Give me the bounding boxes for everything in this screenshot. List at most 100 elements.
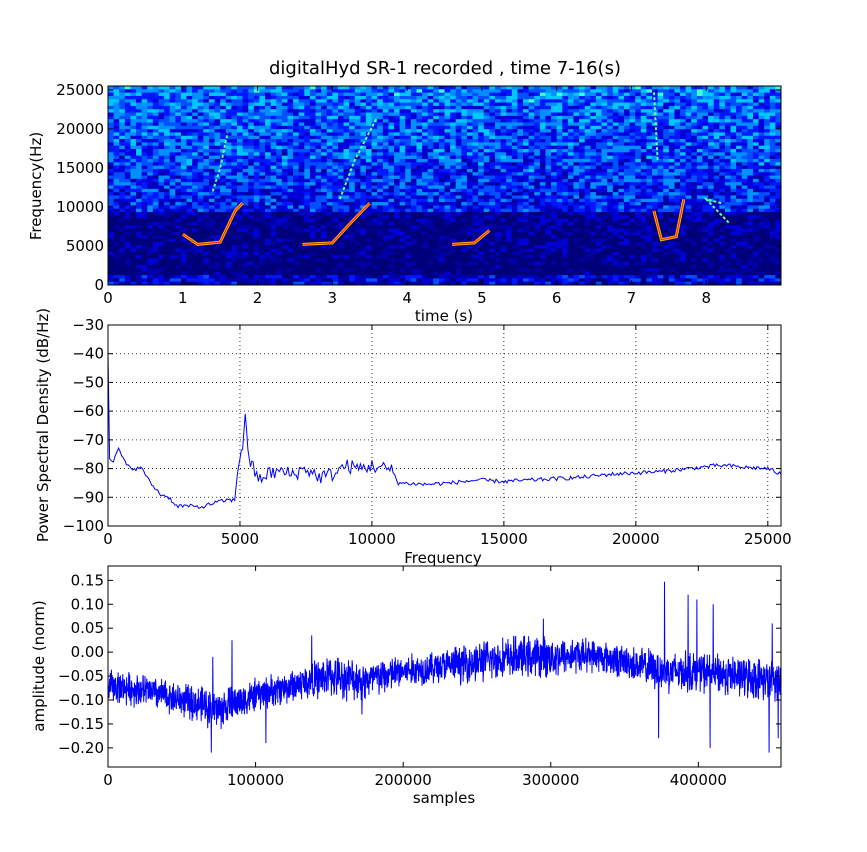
spectrogram-cell (635, 115, 642, 120)
spectrogram-cell (192, 158, 199, 163)
spectrogram-cell (702, 142, 709, 146)
spectrogram-cell (293, 182, 299, 186)
spectrogram-cell (416, 158, 423, 163)
spectrogram-cell (567, 119, 574, 123)
spectrogram-cell (635, 109, 642, 113)
spectrogram-cell (511, 115, 518, 120)
spectrogram-cell (472, 195, 479, 200)
spectrogram-cell (601, 92, 608, 97)
spectrogram-cell (130, 132, 137, 137)
spectrogram-cell (595, 175, 602, 180)
spectrogram-cell (635, 195, 642, 200)
spectrogram-cell (382, 198, 389, 203)
spectrogram-cell (293, 86, 299, 90)
spectrogram-cell (517, 105, 524, 110)
spectrogram-cell (601, 168, 608, 173)
spectrogram-cell (702, 178, 709, 183)
spectrogram-cell (450, 168, 457, 173)
spectrogram-cell (220, 105, 227, 110)
spectrogram-cell (764, 155, 771, 160)
spectrogram-cell (562, 178, 569, 183)
spectrogram-cell (287, 149, 294, 153)
spectrogram-cell (281, 172, 288, 176)
spectrogram-cell (741, 145, 748, 150)
spectrogram-cell (657, 195, 664, 200)
spectrogram-cell (708, 135, 714, 140)
spectrogram-cell (612, 105, 619, 110)
spectrogram-cell (208, 155, 215, 160)
spectrogram-cell (281, 112, 288, 117)
spectrogram-cell (130, 202, 137, 206)
spectrogram-cell (455, 112, 462, 117)
spectrogram-cell (736, 202, 743, 206)
spectrogram-cell (724, 175, 731, 180)
spectrogram-cell (399, 158, 406, 163)
spectrogram-cell (276, 198, 283, 203)
spectrogram-cell (152, 192, 159, 196)
spectrogram-cell (635, 175, 642, 180)
spectrogram-cell (764, 218, 771, 223)
spectrogram-cell (523, 139, 529, 143)
spectrogram-cell (674, 115, 681, 120)
spectrogram-cell (304, 168, 311, 173)
spectrogram-cell (590, 185, 597, 190)
spectrogram-cell (377, 129, 384, 133)
spectrogram-cell (719, 125, 726, 130)
spectrogram-cell (321, 119, 328, 123)
spectrogram-cell (192, 192, 199, 196)
spectrogram-cell (635, 215, 642, 219)
spectrogram-cell (158, 92, 165, 97)
spectrogram-cell (298, 212, 305, 216)
spectrogram-cell (523, 105, 529, 110)
spectrogram-cell (601, 145, 608, 150)
spectrogram-cell (713, 198, 720, 203)
spectrogram-cell (147, 185, 154, 190)
spectrogram-cell (478, 182, 485, 186)
spectrogram-cell (304, 95, 311, 100)
spectrogram-cell (461, 178, 468, 183)
spectrogram-cell (736, 168, 743, 173)
spectrogram-cell (349, 202, 356, 206)
spectrogram-cell (180, 142, 187, 146)
spectrogram-cell (113, 218, 120, 223)
spectrogram-cell (528, 132, 535, 137)
spectrogram-cell (618, 198, 625, 203)
spectrogram-cell (573, 152, 580, 156)
spectrogram-cell (523, 99, 529, 103)
spectrogram-cell (248, 115, 255, 120)
spectrogram-cell (523, 89, 529, 93)
spectrogram-cell (208, 218, 215, 223)
spectrogram-cell (466, 178, 473, 183)
spectrogram-cell (478, 205, 485, 210)
spectrogram-cell (186, 86, 193, 90)
spectrogram-cell (399, 105, 406, 110)
spectrogram-cell (124, 162, 131, 166)
spectrogram-cell (685, 132, 692, 137)
spectrogram-cell (612, 172, 619, 176)
spectrogram-cell (354, 115, 361, 120)
spectrogram-cell (321, 205, 328, 210)
spectrogram-cell (528, 172, 535, 176)
spectrogram-cell (248, 89, 255, 93)
spectrogram-cell (752, 178, 759, 183)
spectrogram-cell (685, 162, 692, 166)
spectrogram-cell (394, 208, 400, 213)
spectrogram-cell (141, 95, 148, 100)
spectrogram-cell (461, 172, 468, 176)
spectrogram-cell (203, 129, 210, 133)
spectrogram-cell (236, 119, 243, 123)
spectrogram-cell (618, 119, 625, 123)
spectrogram-cell (225, 122, 232, 127)
spectrogram-cell (293, 122, 299, 127)
spectrogram-cell (680, 135, 686, 140)
spectrogram-cell (601, 115, 608, 120)
spectrogram-cell (337, 162, 344, 166)
spectrogram-cell (523, 215, 529, 219)
spectrogram-cell (579, 99, 586, 103)
spectrogram-cell (444, 125, 451, 130)
spectrogram-cell (461, 149, 468, 153)
spectrogram-cell (270, 195, 277, 200)
spectrogram-cell (730, 195, 737, 200)
spectrogram-cell (332, 208, 339, 213)
spectrogram-cell (618, 99, 625, 103)
